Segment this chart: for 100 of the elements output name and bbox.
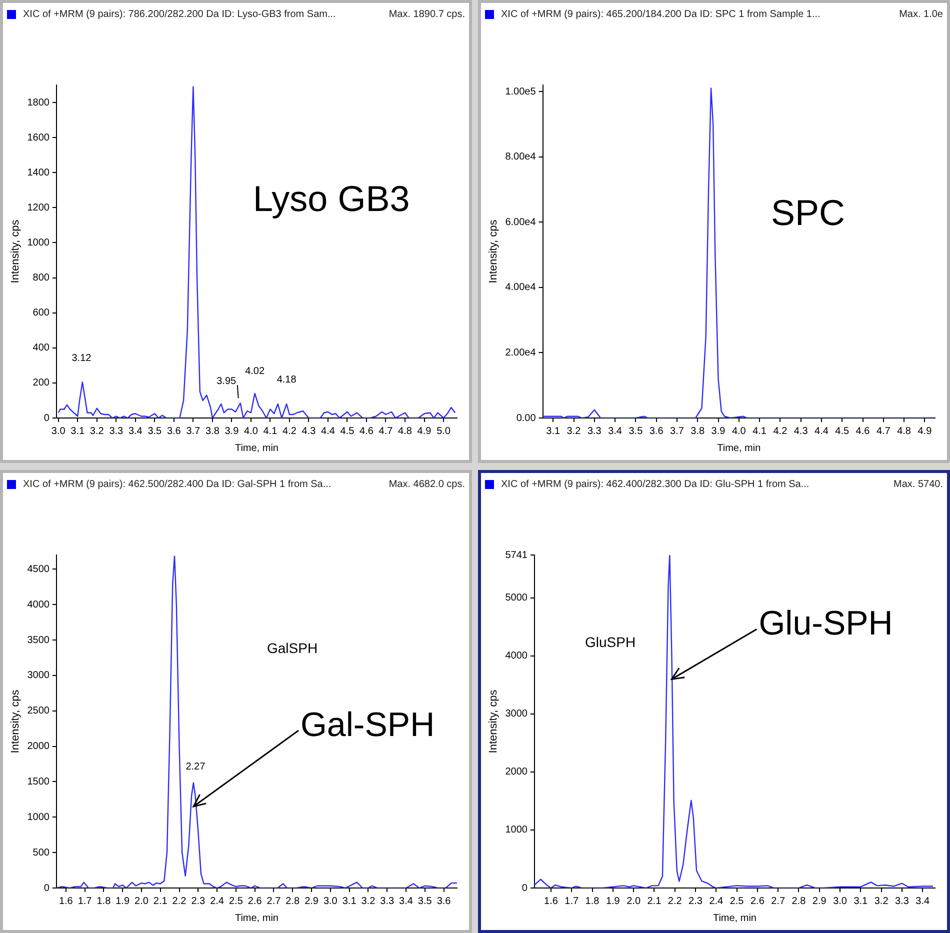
y-tick-label: 1000 [27, 237, 50, 248]
y-tick-label: 4000 [27, 599, 50, 610]
x-tick-label: 1.8 [96, 896, 112, 907]
x-tick-label: 4.9 [918, 426, 932, 437]
x-tick-label: 3.1 [854, 896, 868, 907]
annotation: 4.02 [245, 366, 265, 378]
x-tick-label: 2.7 [771, 896, 786, 907]
chart-subtitle: Max. 1890.7 cps. [388, 8, 465, 20]
x-tick-label: 2.9 [812, 896, 827, 907]
x-tick-label: 3.7 [670, 426, 684, 437]
x-tick-label: 3.4 [399, 896, 414, 907]
y-tick-label: 2.00e4 [505, 347, 536, 358]
x-tick-label: 4.3 [302, 426, 316, 437]
x-axis-title: Time, min [234, 442, 278, 454]
x-tick-label: 3.1 [70, 426, 86, 437]
x-tick-label: 3.4 [916, 896, 930, 907]
x-tick-label: 4.0 [732, 426, 746, 437]
y-axis-title: Intensity, cps [488, 689, 500, 754]
y-tick-label: 6.00e4 [505, 216, 536, 228]
y-tick-label: 800 [32, 272, 50, 284]
annotation: GluSPH [585, 634, 636, 650]
y-axis-title: Intensity, cps [10, 219, 22, 284]
y-axis-title: Intensity, cps [488, 219, 500, 284]
x-tick-label: 2.6 [750, 896, 765, 907]
x-tick-label: 1.7 [78, 896, 92, 907]
y-tick-label: 3500 [27, 634, 50, 646]
chart-title: XIC of +MRM (9 pairs): 465.200/184.200 Da ID: SPC 1 from Sample 1... [501, 8, 820, 20]
x-tick-label: 4.0 [244, 426, 258, 437]
y-tick-label: 8.00e4 [505, 152, 536, 163]
y-tick-label: 0 [44, 882, 50, 894]
x-tick-label: 3.3 [587, 426, 602, 437]
x-tick-label: 3.9 [224, 426, 240, 437]
x-tick-label: 2.9 [304, 896, 319, 907]
chart-subtitle: Max. 1.0e [898, 8, 943, 20]
annotation: 2.27 [186, 762, 206, 773]
x-tick-label: 3.5 [628, 426, 644, 437]
annotation: 3.12 [72, 352, 92, 364]
x-tick-label: 4.7 [378, 426, 394, 437]
x-tick-label: 4.6 [856, 426, 870, 437]
annotation: GalSPH [267, 640, 318, 656]
x-tick-label: 2.2 [668, 896, 682, 907]
y-axis-title: Intensity, cps [10, 689, 22, 754]
x-tick-label: 3.4 [608, 426, 622, 437]
x-tick-label: 4.3 [794, 426, 808, 437]
x-tick-label: 3.3 [380, 896, 394, 907]
x-tick-label: 2.1 [153, 896, 168, 907]
x-tick-label: 3.6 [166, 426, 182, 437]
x-tick-label: 3.8 [205, 426, 220, 437]
x-tick-label: 3.5 [148, 426, 162, 437]
x-tick-label: 4.4 [814, 426, 829, 437]
x-tick-label: 2.6 [248, 896, 262, 907]
x-axis-title: Time, min [712, 912, 756, 924]
x-tick-label: 1.6 [58, 896, 74, 907]
y-tick-label: 2000 [505, 766, 528, 778]
y-tick-label: 4000 [505, 650, 528, 662]
x-tick-label: 3.2 [874, 896, 889, 907]
x-tick-label: 4.2 [773, 426, 788, 437]
chart-title: XIC of +MRM (9 pairs): 462.500/282.400 Da ID: Gal-SPH 1 from Sa... [23, 478, 332, 490]
x-tick-label: 4.2 [282, 426, 297, 437]
chart-title: XIC of +MRM (9 pairs): 786.200/282.200 Da ID: Lyso-GB3 from Sam... [23, 8, 336, 20]
x-tick-label: 4.5 [835, 426, 850, 437]
y-tick-label: 2500 [27, 706, 50, 717]
chart-title: XIC of +MRM (9 pairs): 462.400/282.300 Da ID: Glu-SPH 1 from Sa... [501, 478, 810, 490]
x-tick-label: 4.4 [321, 426, 336, 437]
annotation: Lyso GB3 [253, 178, 410, 219]
y-tick-label: 5000 [505, 592, 528, 604]
annotation: SPC [771, 192, 846, 233]
y-tick-label: 2000 [27, 741, 50, 752]
x-tick-label: 2.3 [191, 896, 206, 907]
x-tick-label: 4.1 [263, 426, 278, 437]
x-tick-label: 3.3 [109, 426, 124, 437]
x-tick-label: 2.2 [172, 896, 187, 907]
y-tick-label: 1000 [27, 812, 50, 823]
x-tick-label: 2.5 [730, 896, 744, 907]
x-tick-label: 3.9 [711, 426, 726, 437]
chart-subtitle: Max. 4682.0 cps. [388, 478, 465, 490]
x-tick-label: 3.7 [186, 426, 201, 437]
x-tick-label: 3.0 [323, 896, 338, 907]
annotation: 4.18 [276, 374, 297, 386]
x-tick-label: 2.3 [688, 896, 703, 907]
x-tick-label: 2.8 [792, 896, 806, 907]
x-axis-title: Time, min [234, 912, 278, 924]
x-tick-label: 3.2 [90, 426, 104, 437]
x-tick-label: 2.0 [134, 896, 149, 907]
x-tick-label: 4.8 [897, 426, 912, 437]
x-tick-label: 4.1 [752, 426, 767, 437]
x-tick-label: 3.6 [436, 896, 452, 907]
y-tick-label: 400 [32, 342, 50, 354]
y-tick-label: 1400 [27, 167, 50, 178]
y-tick-label: 1200 [27, 202, 50, 214]
y-tick-label: 3000 [27, 670, 50, 682]
x-tick-label: 3.3 [895, 896, 910, 907]
annotation: Glu-SPH [758, 604, 893, 643]
y-tick-label: 0 [44, 412, 50, 424]
x-tick-label: 3.2 [361, 896, 376, 907]
y-tick-label: 1800 [27, 97, 50, 108]
y-tick-label: 1.00e5 [505, 86, 536, 98]
x-tick-label: 4.5 [340, 426, 355, 437]
y-tick-label: 1600 [27, 132, 50, 144]
x-tick-label: 1.6 [544, 896, 558, 907]
